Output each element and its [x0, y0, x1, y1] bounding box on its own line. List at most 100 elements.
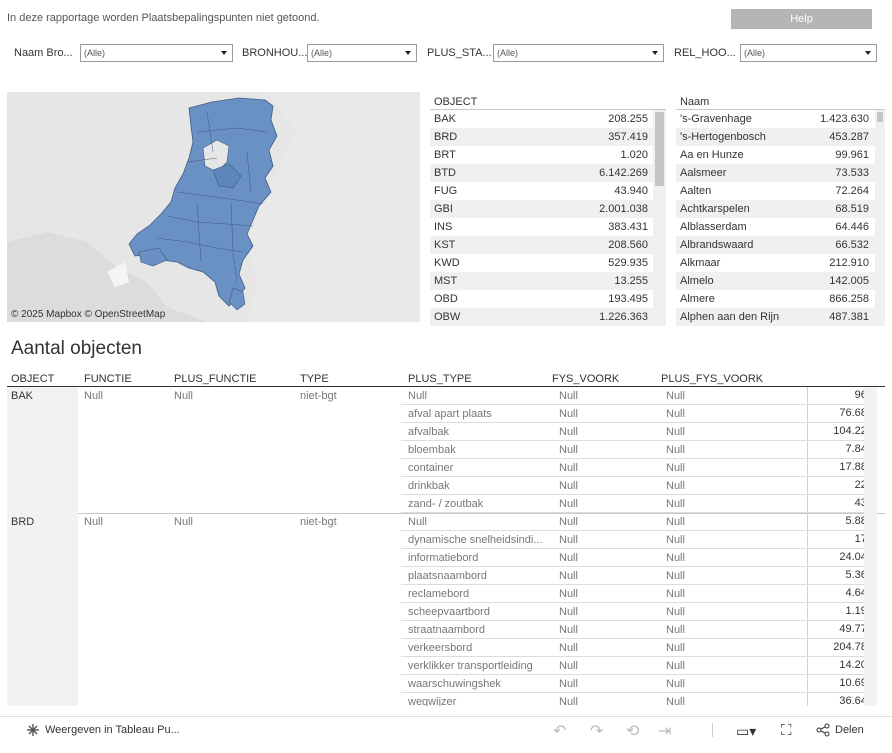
- fys-voork-cell: Null: [559, 552, 578, 564]
- fys-voork-cell: Null: [559, 516, 578, 528]
- row-label: Alkmaar: [680, 257, 721, 269]
- fullscreen-icon[interactable]: ⛶: [781, 722, 792, 739]
- summary-row[interactable]: OBW 1.226.363: [430, 308, 666, 326]
- filter-select-rel-hoogte[interactable]: (Alle): [740, 44, 877, 62]
- summary-row[interactable]: Alkmaar 212.910: [676, 254, 885, 272]
- summary-row[interactable]: 's-Gravenhage 1.423.630: [676, 110, 885, 128]
- type-cell[interactable]: niet-bgt: [300, 390, 337, 402]
- table-row[interactable]: afvalbak Null Null 104.222: [401, 423, 877, 441]
- redo-icon[interactable]: ↷: [590, 723, 604, 740]
- col-plus-functie[interactable]: PLUS_FUNCTIE: [174, 373, 257, 385]
- col-type[interactable]: TYPE: [300, 373, 329, 385]
- row-label: BRD: [434, 131, 458, 143]
- revert-icon[interactable]: ⟲: [626, 723, 640, 740]
- summary-row[interactable]: Albrandswaard 66.532: [676, 236, 885, 254]
- table-row[interactable]: afval apart plaats Null Null 76.680: [401, 405, 877, 423]
- mapbox-link[interactable]: © 2025 Mapbox: [11, 309, 82, 320]
- summary-row[interactable]: Aa en Hunze 99.961: [676, 146, 885, 164]
- functie-cell[interactable]: Null: [84, 390, 103, 402]
- plus-fys-voork-cell: Null: [666, 606, 685, 618]
- summary-row[interactable]: KWD 529.935: [430, 254, 666, 272]
- table-row[interactable]: reclamebord Null Null 4.649: [401, 585, 877, 603]
- summary-row[interactable]: MST 13.255: [430, 272, 666, 290]
- summary-row[interactable]: BRT 1.020: [430, 146, 666, 164]
- table-row[interactable]: Null Null Null 5.889: [401, 513, 877, 531]
- object-group: BRD Null Null niet-bgt Null Null Null 5.889 dyna…: [7, 513, 885, 706]
- summary-row[interactable]: BTD 6.142.269: [430, 164, 666, 182]
- row-value: 383.431: [608, 221, 648, 233]
- table-row[interactable]: verkeersbord Null Null 204.789: [401, 639, 877, 657]
- plus-functie-cell[interactable]: Null: [174, 516, 193, 528]
- table-row[interactable]: verklikker transportleiding Null Null 14.20…: [401, 657, 877, 675]
- plus-fys-voork-cell: Null: [666, 552, 685, 564]
- table-row[interactable]: bloembak Null Null 7.841: [401, 441, 877, 459]
- plus-fys-voork-cell: Null: [666, 480, 685, 492]
- summary-row[interactable]: Alblasserdam 64.446: [676, 218, 885, 236]
- table-row[interactable]: straatnaambord Null Null 49.777: [401, 621, 877, 639]
- view-in-tableau-public-link[interactable]: Weergeven in Tableau Pu...: [26, 723, 180, 737]
- scrollbar-thumb[interactable]: [877, 112, 883, 122]
- undo-icon[interactable]: ↶: [553, 723, 567, 740]
- device-layout-icon[interactable]: ▭▾: [736, 723, 757, 739]
- table-row[interactable]: scheepvaartbord Null Null 1.190: [401, 603, 877, 621]
- table-row[interactable]: waarschuwingshek Null Null 10.697: [401, 675, 877, 693]
- netherlands-map[interactable]: © 2025 Mapbox © OpenStreetMap: [7, 92, 420, 322]
- table-row[interactable]: informatiebord Null Null 24.040: [401, 549, 877, 567]
- type-cell[interactable]: niet-bgt: [300, 516, 337, 528]
- summary-row[interactable]: GBI 2.001.038: [430, 200, 666, 218]
- plus-type-cell: reclamebord: [408, 588, 470, 600]
- plus-functie-cell[interactable]: Null: [174, 390, 193, 402]
- row-label: Albrandswaard: [680, 239, 754, 251]
- table-row[interactable]: NullNullNull960: [401, 387, 877, 405]
- table-row[interactable]: drinkbakNullNull228: [401, 477, 877, 495]
- summary-row[interactable]: INS 383.431: [430, 218, 666, 236]
- col-plus-fys-voork[interactable]: PLUS_FYS_VOORK: [661, 373, 764, 385]
- col-object[interactable]: OBJECT: [11, 373, 55, 385]
- object-summary-scrollbar[interactable]: [653, 110, 666, 323]
- table-row[interactable]: zand- / zoutbakNullNull435: [401, 495, 877, 513]
- share-button[interactable]: Delen: [816, 723, 864, 737]
- toolbar-divider: [712, 723, 713, 737]
- filter-select-naam[interactable]: (Alle): [80, 44, 233, 62]
- scrollbar-thumb[interactable]: [655, 112, 664, 186]
- summary-row[interactable]: Almere 866.258: [676, 290, 885, 308]
- osm-link[interactable]: © OpenStreetMap: [84, 309, 166, 320]
- row-label: 's-Gravenhage: [680, 113, 752, 125]
- table-row[interactable]: plaatsnaambord Null Null 5.368: [401, 567, 877, 585]
- table-row[interactable]: dynamische snelheidsindi...NullNull177: [401, 531, 877, 549]
- summary-row[interactable]: Achtkarspelen 68.519: [676, 200, 885, 218]
- row-label: GBI: [434, 203, 453, 215]
- col-fys-voork[interactable]: FYS_VOORK: [552, 373, 620, 385]
- filter-value: (Alle): [497, 48, 519, 58]
- functie-cell[interactable]: Null: [84, 516, 103, 528]
- filter-select-plus-status[interactable]: (Alle): [493, 44, 664, 62]
- col-functie[interactable]: FUNCTIE: [84, 373, 132, 385]
- object-cell[interactable]: BAK: [11, 390, 34, 402]
- summary-row[interactable]: KST 208.560: [430, 236, 666, 254]
- summary-row[interactable]: BAK 208.255: [430, 110, 666, 128]
- count-value-cell: 104.222: [807, 423, 877, 440]
- col-plus-type[interactable]: PLUS_TYPE: [408, 373, 472, 385]
- table-row[interactable]: container Null Null 17.889: [401, 459, 877, 477]
- refresh-icon[interactable]: ⇥: [658, 723, 672, 740]
- main-table-scrollbar[interactable]: [864, 387, 877, 706]
- table-row[interactable]: wegwijzer Null Null 36.640: [401, 693, 877, 706]
- summary-row[interactable]: FUG 43.940: [430, 182, 666, 200]
- help-button[interactable]: Help: [731, 9, 872, 29]
- summary-row[interactable]: Alphen aan den Rijn 487.381: [676, 308, 885, 326]
- object-cell[interactable]: BRD: [11, 516, 35, 528]
- summary-row[interactable]: Almelo 142.005: [676, 272, 885, 290]
- summary-row[interactable]: BRD 357.419: [430, 128, 666, 146]
- summary-row[interactable]: Aalten 72.264: [676, 182, 885, 200]
- plus-type-cell: afvalbak: [408, 426, 449, 438]
- map-attribution[interactable]: © 2025 Mapbox © OpenStreetMap: [11, 309, 165, 320]
- tableau-toolbar: Weergeven in Tableau Pu... ↶ ↷ ⟲ ⇥ ▭▾ ⛶ …: [0, 716, 892, 753]
- summary-row[interactable]: 's-Hertogenbosch 453.287: [676, 128, 885, 146]
- netherlands-shape[interactable]: [128, 97, 278, 307]
- filter-select-bronhouder[interactable]: (Alle): [307, 44, 417, 62]
- row-label: Alphen aan den Rijn: [680, 311, 780, 323]
- view-in-tableau-label: Weergeven in Tableau Pu...: [45, 724, 180, 736]
- summary-row[interactable]: Aalsmeer 73.533: [676, 164, 885, 182]
- naam-summary-scrollbar[interactable]: [875, 110, 885, 323]
- summary-row[interactable]: OBD 193.495: [430, 290, 666, 308]
